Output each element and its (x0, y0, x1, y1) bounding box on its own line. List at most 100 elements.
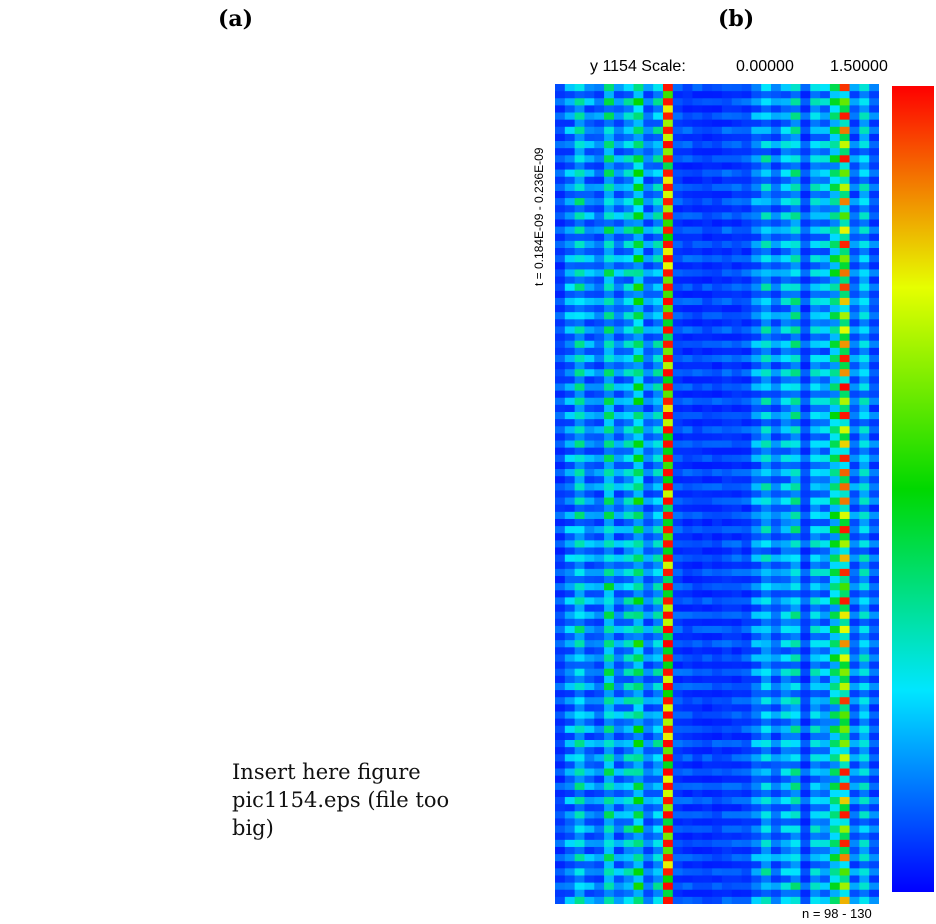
heatmap-cell (780, 319, 792, 327)
heatmap-cell (584, 362, 595, 370)
heatmap-cell (751, 162, 762, 170)
heatmap-cell (859, 583, 870, 591)
heatmap-cell (604, 554, 615, 563)
heatmap-cell (613, 469, 625, 477)
heatmap-cell (751, 618, 762, 627)
heatmap-cell (564, 782, 576, 791)
heatmap-cell (721, 91, 733, 99)
heatmap-cell (702, 654, 713, 662)
heatmap-cell (574, 518, 585, 527)
heatmap-cell (555, 469, 566, 477)
heatmap-cell (849, 98, 860, 106)
heatmap-cell (780, 84, 792, 92)
heatmap-cell (771, 112, 782, 121)
heatmap-cell (790, 162, 801, 170)
heatmap-cell (849, 269, 860, 277)
heatmap-cell (623, 369, 634, 377)
heatmap-cell (790, 682, 801, 691)
heatmap-cell (574, 248, 585, 256)
heatmap-cell (604, 141, 615, 149)
heatmap-cell (859, 276, 870, 285)
heatmap-cell (849, 362, 860, 370)
heatmap-cell (564, 618, 576, 627)
heatmap-cell (741, 675, 752, 684)
heatmap-cell (653, 896, 664, 904)
heatmap-cell (741, 105, 752, 113)
heatmap-cell (604, 290, 615, 299)
heatmap-cell (849, 868, 860, 876)
heatmap-cell (731, 440, 742, 449)
heatmap-cell (663, 775, 674, 784)
heatmap-cell (702, 754, 713, 762)
heatmap-cell (613, 419, 625, 427)
heatmap-cell (741, 533, 752, 541)
heatmap-cell (829, 212, 841, 220)
heatmap-cell (849, 347, 860, 356)
heatmap-cell (780, 561, 792, 570)
heatmap-cell (810, 868, 821, 876)
heatmap-cell (712, 91, 723, 99)
heatmap-cell (829, 554, 841, 563)
heatmap-cell (682, 198, 693, 206)
heatmap-cell (800, 825, 811, 834)
heatmap-cell (672, 682, 684, 691)
heatmap-cell (584, 518, 595, 527)
heatmap-cell (800, 647, 811, 655)
heatmap-cell (633, 704, 644, 712)
heatmap-cell (702, 761, 713, 769)
heatmap-cell (859, 198, 870, 206)
heatmap-cell (810, 305, 821, 313)
heatmap-cell (839, 290, 850, 299)
heatmap-cell (613, 526, 625, 534)
heatmap-cell (780, 440, 792, 449)
heatmap-cell (623, 390, 634, 399)
heatmap-cell (555, 454, 566, 463)
heatmap-cell (613, 133, 625, 142)
heatmap-cell (771, 789, 782, 798)
heatmap-cell (564, 832, 576, 841)
heatmap-cell (721, 476, 733, 484)
heatmap-cell (721, 511, 733, 520)
heatmap-cell (574, 882, 585, 891)
heatmap-cell (859, 240, 870, 249)
heatmap-cell (643, 690, 654, 698)
heatmap-cell (869, 896, 879, 904)
heatmap-cell (800, 148, 811, 156)
heatmap-cell (643, 219, 654, 228)
heatmap-cell (869, 740, 879, 748)
heatmap-cell (555, 618, 566, 627)
heatmap-cell (839, 775, 850, 784)
heatmap-cell (594, 804, 605, 812)
heatmap-cell (839, 126, 850, 135)
heatmap-cell (574, 654, 585, 662)
heatmap-cell (859, 647, 870, 655)
heatmap-cell (771, 319, 782, 327)
heatmap-cell (810, 832, 821, 841)
heatmap-cell (604, 547, 615, 556)
heatmap-cell (810, 576, 821, 584)
heatmap-cell (584, 454, 595, 463)
heatmap-cell (663, 312, 674, 320)
heatmap-cell (682, 319, 693, 327)
heatmap-cell (820, 690, 831, 698)
heatmap-cell (859, 747, 870, 755)
heatmap-cell (564, 354, 576, 363)
heatmap-cell (800, 868, 811, 876)
heatmap-cell (810, 126, 821, 135)
heatmap-cell (633, 240, 644, 249)
heatmap-cell (761, 718, 772, 727)
heatmap-cell (800, 597, 811, 605)
heatmap-cell (751, 725, 762, 734)
heatmap-cell (839, 404, 850, 413)
heatmap-cell (849, 112, 860, 121)
heatmap-cell (633, 604, 644, 613)
heatmap-cell (849, 533, 860, 541)
heatmap-cell (663, 84, 674, 92)
heatmap-cell (751, 283, 762, 292)
heatmap-cell (702, 732, 713, 741)
heatmap-cell (712, 426, 723, 434)
heatmap-cell (780, 497, 792, 506)
heatmap-cell (653, 768, 664, 777)
heatmap-cell (751, 205, 762, 213)
heatmap-cell (623, 447, 634, 456)
